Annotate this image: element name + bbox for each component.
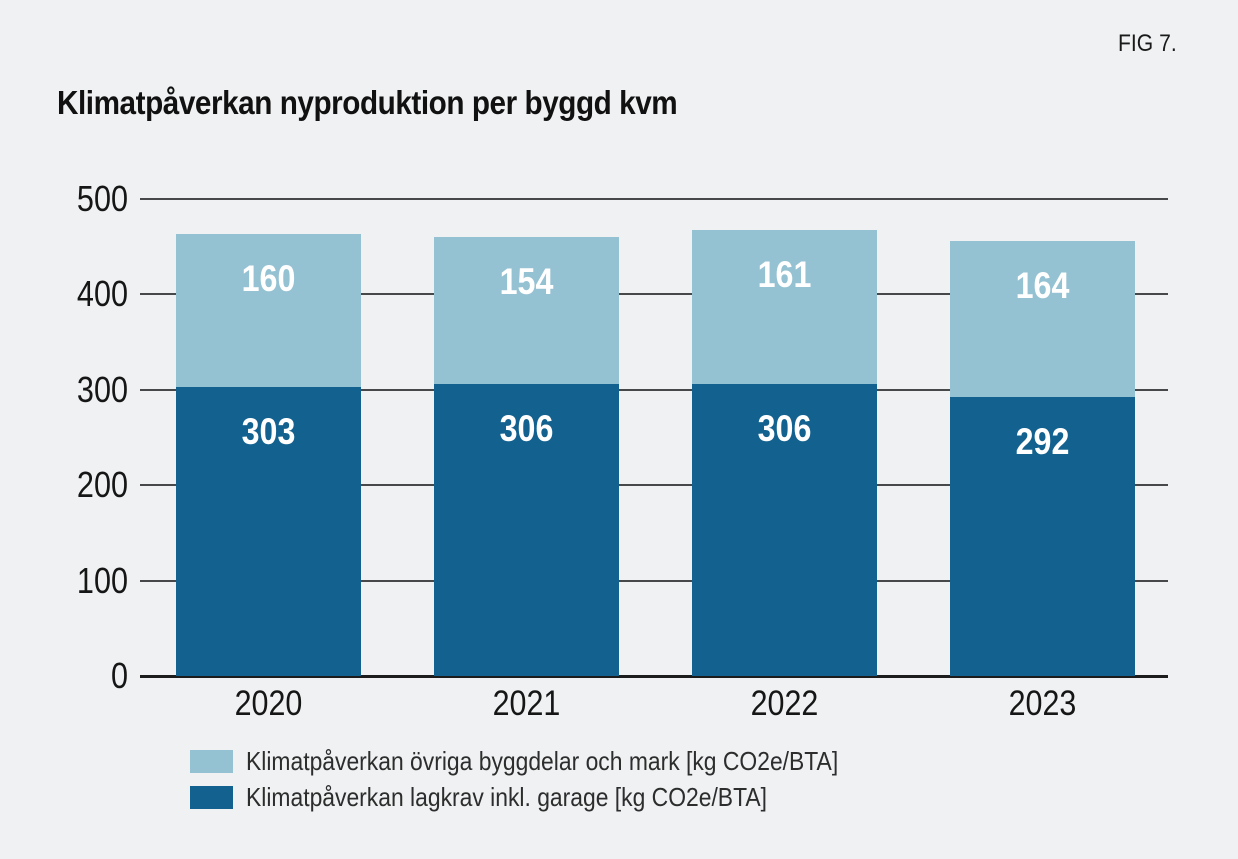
y-axis-tick-label: 0 <box>110 655 128 696</box>
y-axis-tick-label: 400 <box>76 273 128 315</box>
gridline-400 <box>140 293 1168 296</box>
legend-item-ovriga: Klimatpåverkan övriga byggdelar och mark… <box>190 746 919 776</box>
bar-value-label-light-2022: 161 <box>757 254 812 296</box>
bar-segment-dark-2021 <box>434 384 619 676</box>
bar-segment-light-2022 <box>692 230 877 385</box>
y-axis-tick-label: 100 <box>76 559 128 601</box>
bar-segment-dark-2020 <box>176 386 361 676</box>
bar-segment-dark-2022 <box>692 384 877 676</box>
gridline-100 <box>140 579 1168 582</box>
legend-label: Klimatpåverkan övriga byggdelar och mark… <box>246 745 839 776</box>
bar-value-label-dark-2023: 292 <box>1015 421 1070 463</box>
bar-value-label-light-2023: 164 <box>1015 264 1070 306</box>
bar-value-label-light-2020: 160 <box>241 258 296 300</box>
x-axis-label-2020: 2020 <box>234 684 303 723</box>
y-axis-tick-label: 500 <box>76 178 128 219</box>
gridline-300 <box>140 388 1168 391</box>
x-axis-label-2021: 2021 <box>492 684 561 723</box>
bar-value-label-dark-2022: 306 <box>757 408 812 450</box>
y-axis-tick-label: 300 <box>76 368 128 410</box>
gridline-0 <box>140 675 1168 678</box>
bar-segment-dark-2023 <box>950 397 1135 676</box>
bar-value-label-dark-2021: 306 <box>499 408 554 450</box>
bar-segment-light-2020 <box>176 234 361 387</box>
legend-swatch-light-blue <box>190 749 233 773</box>
legend-swatch-dark-blue <box>190 785 233 809</box>
x-axis-label-2023: 2023 <box>1008 684 1077 723</box>
bar-value-label-light-2021: 154 <box>499 261 554 303</box>
bar-value-label-dark-2020: 303 <box>241 410 296 452</box>
legend-label: Klimatpåverkan lagkrav inkl. garage [kg … <box>246 781 767 812</box>
y-axis-tick-label: 200 <box>76 464 128 506</box>
gridline-500 <box>140 198 1168 200</box>
legend-item-lagkrav: Klimatpåverkan lagkrav inkl. garage [kg … <box>190 782 919 812</box>
chart-title: Klimatpåverkan nyproduktion per byggd kv… <box>57 84 678 121</box>
bar-segment-light-2023 <box>950 240 1135 398</box>
figure-number: FIG 7. <box>1118 30 1177 57</box>
bar-segment-light-2021 <box>434 237 619 385</box>
legend: Klimatpåverkan övriga byggdelar och mark… <box>190 746 919 821</box>
gridline-200 <box>140 484 1168 487</box>
x-axis-label-2022: 2022 <box>750 684 819 723</box>
